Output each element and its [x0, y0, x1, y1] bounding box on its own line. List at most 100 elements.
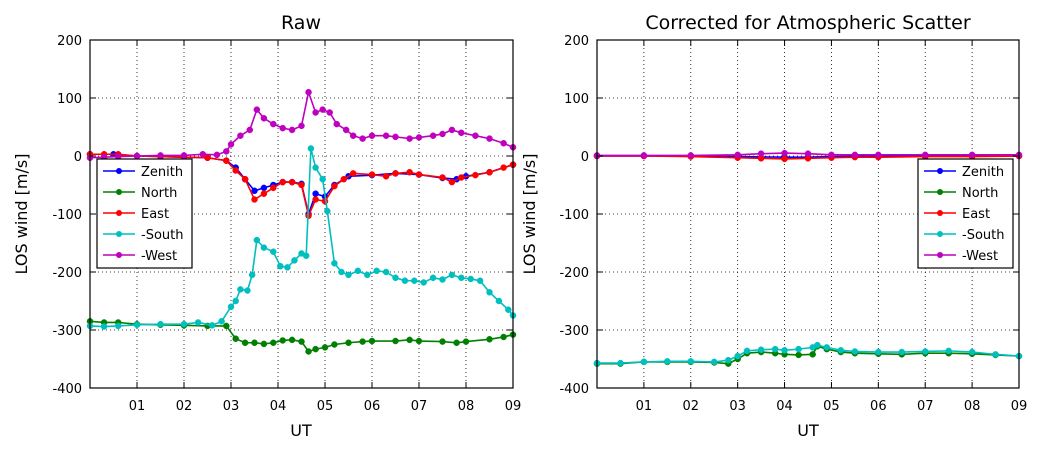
data-point [439, 338, 446, 345]
data-point [364, 271, 371, 279]
y-tick-label: 0 [74, 150, 82, 165]
data-point [354, 267, 362, 275]
data-point [439, 174, 446, 181]
data-point [406, 336, 413, 344]
data-point [415, 134, 423, 141]
data-point [319, 175, 326, 183]
data-point [326, 109, 333, 116]
data-point [406, 135, 413, 142]
y-tick-label: -100 [52, 208, 82, 223]
series-west [86, 88, 517, 161]
legend-marker [116, 210, 122, 216]
legend-label: -West [141, 249, 177, 264]
data-point [244, 287, 251, 294]
data-point [382, 268, 390, 276]
data-point [279, 337, 286, 344]
data-point [237, 132, 244, 139]
data-point [298, 338, 305, 345]
legend-marker [937, 210, 943, 216]
data-point [270, 184, 277, 192]
data-point [133, 321, 141, 329]
x-tick-label: 06 [364, 399, 381, 414]
x-tick-label: 09 [505, 399, 522, 414]
series-north [593, 342, 1023, 367]
data-point [345, 271, 352, 279]
legend-marker [116, 252, 122, 258]
data-point [500, 333, 507, 341]
data-point [373, 267, 380, 275]
data-point [331, 341, 338, 348]
data-point [851, 151, 859, 159]
y-axis-label: LOS wind [m/s] [520, 154, 539, 275]
data-point [133, 152, 141, 160]
legend-label: Zenith [962, 165, 1004, 180]
data-point [458, 129, 465, 137]
data-point [305, 348, 312, 355]
data-point [945, 347, 952, 355]
y-tick-label: 200 [564, 34, 589, 49]
data-point [227, 141, 235, 148]
x-tick-label: 08 [964, 399, 981, 414]
data-point [851, 348, 859, 355]
data-point [321, 344, 329, 351]
data-point [194, 319, 202, 326]
legend-marker [937, 252, 943, 258]
data-point [260, 184, 268, 192]
data-point [312, 190, 319, 197]
data-point [260, 190, 268, 197]
data-point [467, 275, 474, 283]
data-point [486, 336, 493, 343]
legend-label: East [141, 207, 169, 222]
data-point [349, 170, 357, 177]
data-point [100, 323, 108, 330]
y-tick-label: 100 [57, 92, 82, 107]
legend-label: North [141, 186, 177, 201]
grid [90, 40, 513, 388]
legend: Zenith North East -South -West [96, 158, 193, 269]
data-point [213, 151, 221, 159]
data-point [420, 279, 427, 286]
data-point [349, 132, 357, 139]
x-tick-label: 04 [776, 399, 793, 414]
data-point [253, 106, 261, 113]
data-point [664, 358, 671, 365]
data-point [968, 151, 976, 159]
chart-title: Corrected for Atmospheric Scatter [645, 12, 971, 34]
data-point [340, 175, 348, 183]
data-point [260, 340, 268, 348]
data-point [968, 348, 976, 356]
data-point [312, 164, 319, 171]
data-point [331, 260, 338, 267]
data-point [921, 348, 929, 355]
x-tick-label: 07 [917, 399, 934, 414]
data-point [270, 248, 277, 255]
data-point [837, 347, 845, 354]
data-point [429, 274, 437, 282]
data-point [251, 196, 258, 203]
legend-marker [116, 189, 122, 195]
legend-marker [937, 231, 943, 237]
data-point [232, 167, 239, 174]
data-point [500, 164, 507, 171]
data-point [486, 135, 493, 142]
data-point [331, 182, 338, 190]
y-tick-label: -200 [559, 266, 589, 281]
x-axis-label: UT [797, 421, 819, 440]
legend-marker [116, 231, 122, 237]
data-point [411, 277, 418, 284]
data-point [260, 115, 268, 122]
y-tick-label: 100 [564, 92, 589, 107]
data-point [291, 257, 298, 264]
x-tick-label: 02 [683, 399, 700, 414]
data-point [319, 106, 326, 113]
data-point [279, 178, 286, 186]
data-point [284, 264, 291, 271]
data-point [875, 348, 882, 356]
data-point [757, 150, 765, 157]
data-point [486, 289, 493, 296]
x-tick-label: 09 [1011, 399, 1028, 414]
data-point [795, 345, 802, 353]
legend-marker [937, 189, 943, 195]
data-point [246, 126, 254, 134]
data-point [495, 297, 503, 305]
